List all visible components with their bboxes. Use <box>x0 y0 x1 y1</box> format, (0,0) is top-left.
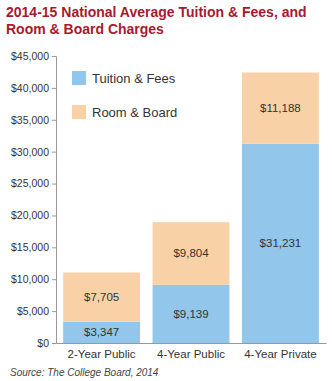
y-tick-mark <box>52 88 56 89</box>
y-tick: $40,000 <box>11 82 56 94</box>
y-tick: $35,000 <box>11 114 56 126</box>
legend-item: Tuition & Fees <box>72 71 176 86</box>
x-axis-line <box>57 343 327 344</box>
chart-svg: $0 $5,000 $10,000 $15,000 $20,000 $25,000 $30,… <box>0 0 332 381</box>
y-axis-line <box>52 57 57 344</box>
data-labels: $3,347 $9,139 $31,231 $7,705 $9,804 $11,188 <box>84 102 301 338</box>
y-tick-label: $5,000 <box>17 305 49 317</box>
y-tick-label: $45,000 <box>11 50 49 62</box>
legend-label: Tuition & Fees <box>92 71 176 86</box>
y-tick-label: $0 <box>37 337 49 349</box>
x-tick: 4-Year Public <box>157 343 225 360</box>
bar-series <box>63 72 319 321</box>
bar <box>242 72 319 143</box>
bar <box>63 322 140 343</box>
y-tick-mark <box>52 343 56 344</box>
y-axis: $0 $5,000 $10,000 $15,000 $20,000 $25,000 $30,… <box>11 50 56 349</box>
y-tick-mark <box>52 152 56 153</box>
y-tick-label: $35,000 <box>11 114 49 126</box>
x-tick: 2-Year Public <box>68 343 136 360</box>
legend-swatch <box>72 105 86 119</box>
y-tick: $25,000 <box>11 177 56 189</box>
legend-label: Room & Board <box>92 105 177 120</box>
source-note: Source: The College Board, 2014 <box>10 367 159 378</box>
x-tick-label: 2-Year Public <box>68 348 136 360</box>
bar <box>242 144 319 343</box>
y-tick-mark <box>52 311 56 312</box>
y-tick-label: $30,000 <box>11 146 49 158</box>
data-label: $9,804 <box>173 247 209 259</box>
chart-wrap: 2014-15 National Average Tuition & Fees,… <box>0 0 332 381</box>
y-tick: $0 <box>37 337 56 349</box>
y-tick: $5,000 <box>17 305 56 317</box>
y-tick: $20,000 <box>11 209 56 221</box>
y-tick-label: $25,000 <box>11 177 49 189</box>
data-label: $31,231 <box>260 237 302 249</box>
legend: Room & Board Tuition & Fees <box>72 71 177 120</box>
x-tick-label: 4-Year Public <box>157 348 225 360</box>
y-tick-mark <box>52 120 56 121</box>
y-tick: $15,000 <box>11 241 56 253</box>
data-label: $11,188 <box>260 102 301 114</box>
bars <box>63 72 319 343</box>
bar <box>63 273 140 322</box>
data-label: $7,705 <box>84 291 119 303</box>
bar-series <box>63 144 319 343</box>
y-tick-mark <box>52 184 56 185</box>
y-tick-mark <box>52 56 56 57</box>
y-tick-label: $10,000 <box>11 273 49 285</box>
legend-swatch <box>72 71 86 85</box>
bar <box>153 222 230 285</box>
y-tick-mark <box>52 247 56 248</box>
bar <box>153 285 230 343</box>
legend-item: Room & Board <box>72 105 177 120</box>
x-axis: 2-Year Public 4-Year Public 4-Year Private <box>57 343 327 360</box>
y-tick-mark <box>52 279 56 280</box>
y-tick-label: $15,000 <box>11 241 49 253</box>
x-tick: 4-Year Private <box>244 343 316 360</box>
x-tick-label: 4-Year Private <box>244 348 316 360</box>
plot-area: $0 $5,000 $10,000 $15,000 $20,000 $25,000 $30,… <box>11 50 326 360</box>
y-tick: $45,000 <box>11 50 56 62</box>
y-tick: $10,000 <box>11 273 56 285</box>
data-label: $3,347 <box>84 326 119 338</box>
chart-title: 2014-15 National Average Tuition & Fees,… <box>6 4 324 38</box>
y-tick-label: $40,000 <box>11 82 49 94</box>
y-tick-mark <box>52 215 56 216</box>
y-tick-label: $20,000 <box>11 209 49 221</box>
y-tick: $30,000 <box>11 146 56 158</box>
data-label: $9,139 <box>173 308 208 320</box>
